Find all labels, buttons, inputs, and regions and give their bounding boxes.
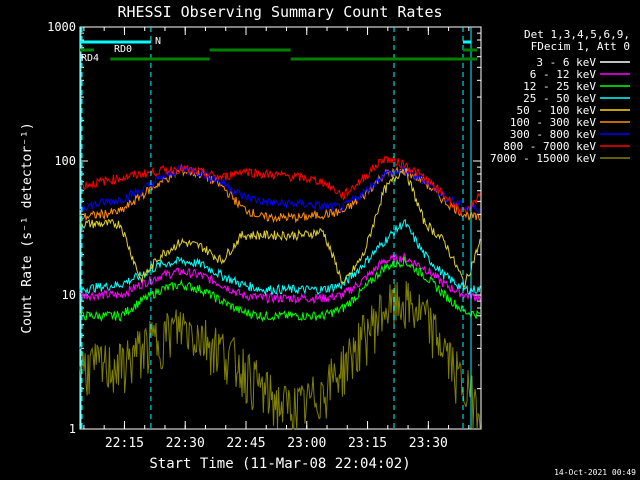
y-tick-label: 10 (62, 288, 76, 302)
x-axis-label: Start Time (11-Mar-08 22:04:02) (149, 456, 410, 472)
flags-layer: N RD0 RD4 (80, 27, 478, 429)
legend-label: 3 - 6 keV (536, 56, 596, 69)
legend-label: 100 - 300 keV (510, 116, 596, 129)
legend-header-1: Det 1,3,4,5,6,9, (524, 28, 630, 41)
x-tick-label: 22:15 (105, 436, 144, 451)
legend-label: 50 - 100 keV (517, 104, 597, 117)
x-tick-label: 22:30 (166, 436, 205, 451)
timestamp: 14-Oct-2021 00:49 (554, 468, 636, 477)
series-line-2 (79, 256, 481, 322)
x-tick-label: 23:15 (348, 436, 387, 451)
series-line-0 (79, 261, 481, 380)
legend-label: 800 - 7000 keV (503, 140, 596, 153)
x-tick-label: 23:30 (409, 436, 448, 451)
x-tick-label: 23:00 (287, 436, 326, 451)
series-line-3 (79, 218, 481, 296)
y-tick-label: 100 (54, 154, 76, 168)
plot-frame (79, 26, 482, 430)
series-line-6 (79, 165, 481, 214)
legend-label: 25 - 50 keV (523, 92, 596, 105)
series-line-8 (79, 281, 481, 430)
flag-RD4-label: RD4 (81, 53, 99, 64)
flag-N-label: N (155, 36, 161, 47)
legend-label: 12 - 25 keV (523, 80, 596, 93)
legend-label: 7000 - 15000 keV (490, 152, 596, 165)
legend-label: 6 - 12 keV (530, 68, 597, 81)
legend-label: 300 - 800 keV (510, 128, 596, 141)
x-tick-label: 22:45 (226, 436, 265, 451)
y-tick-label: 1 (69, 422, 76, 436)
legend-header-2: FDecim 1, Att 0 (531, 40, 630, 53)
flag-RD0-label: RD0 (114, 44, 132, 55)
series-layer (79, 155, 481, 430)
series-line-4 (79, 167, 481, 288)
y-tick-label: 1000 (47, 20, 76, 34)
series-line-7 (79, 155, 481, 216)
chart-title: RHESSI Observing Summary Count Rates (117, 3, 442, 21)
y-axis-label: Count Rate (s⁻¹ detector⁻¹) (20, 122, 35, 333)
